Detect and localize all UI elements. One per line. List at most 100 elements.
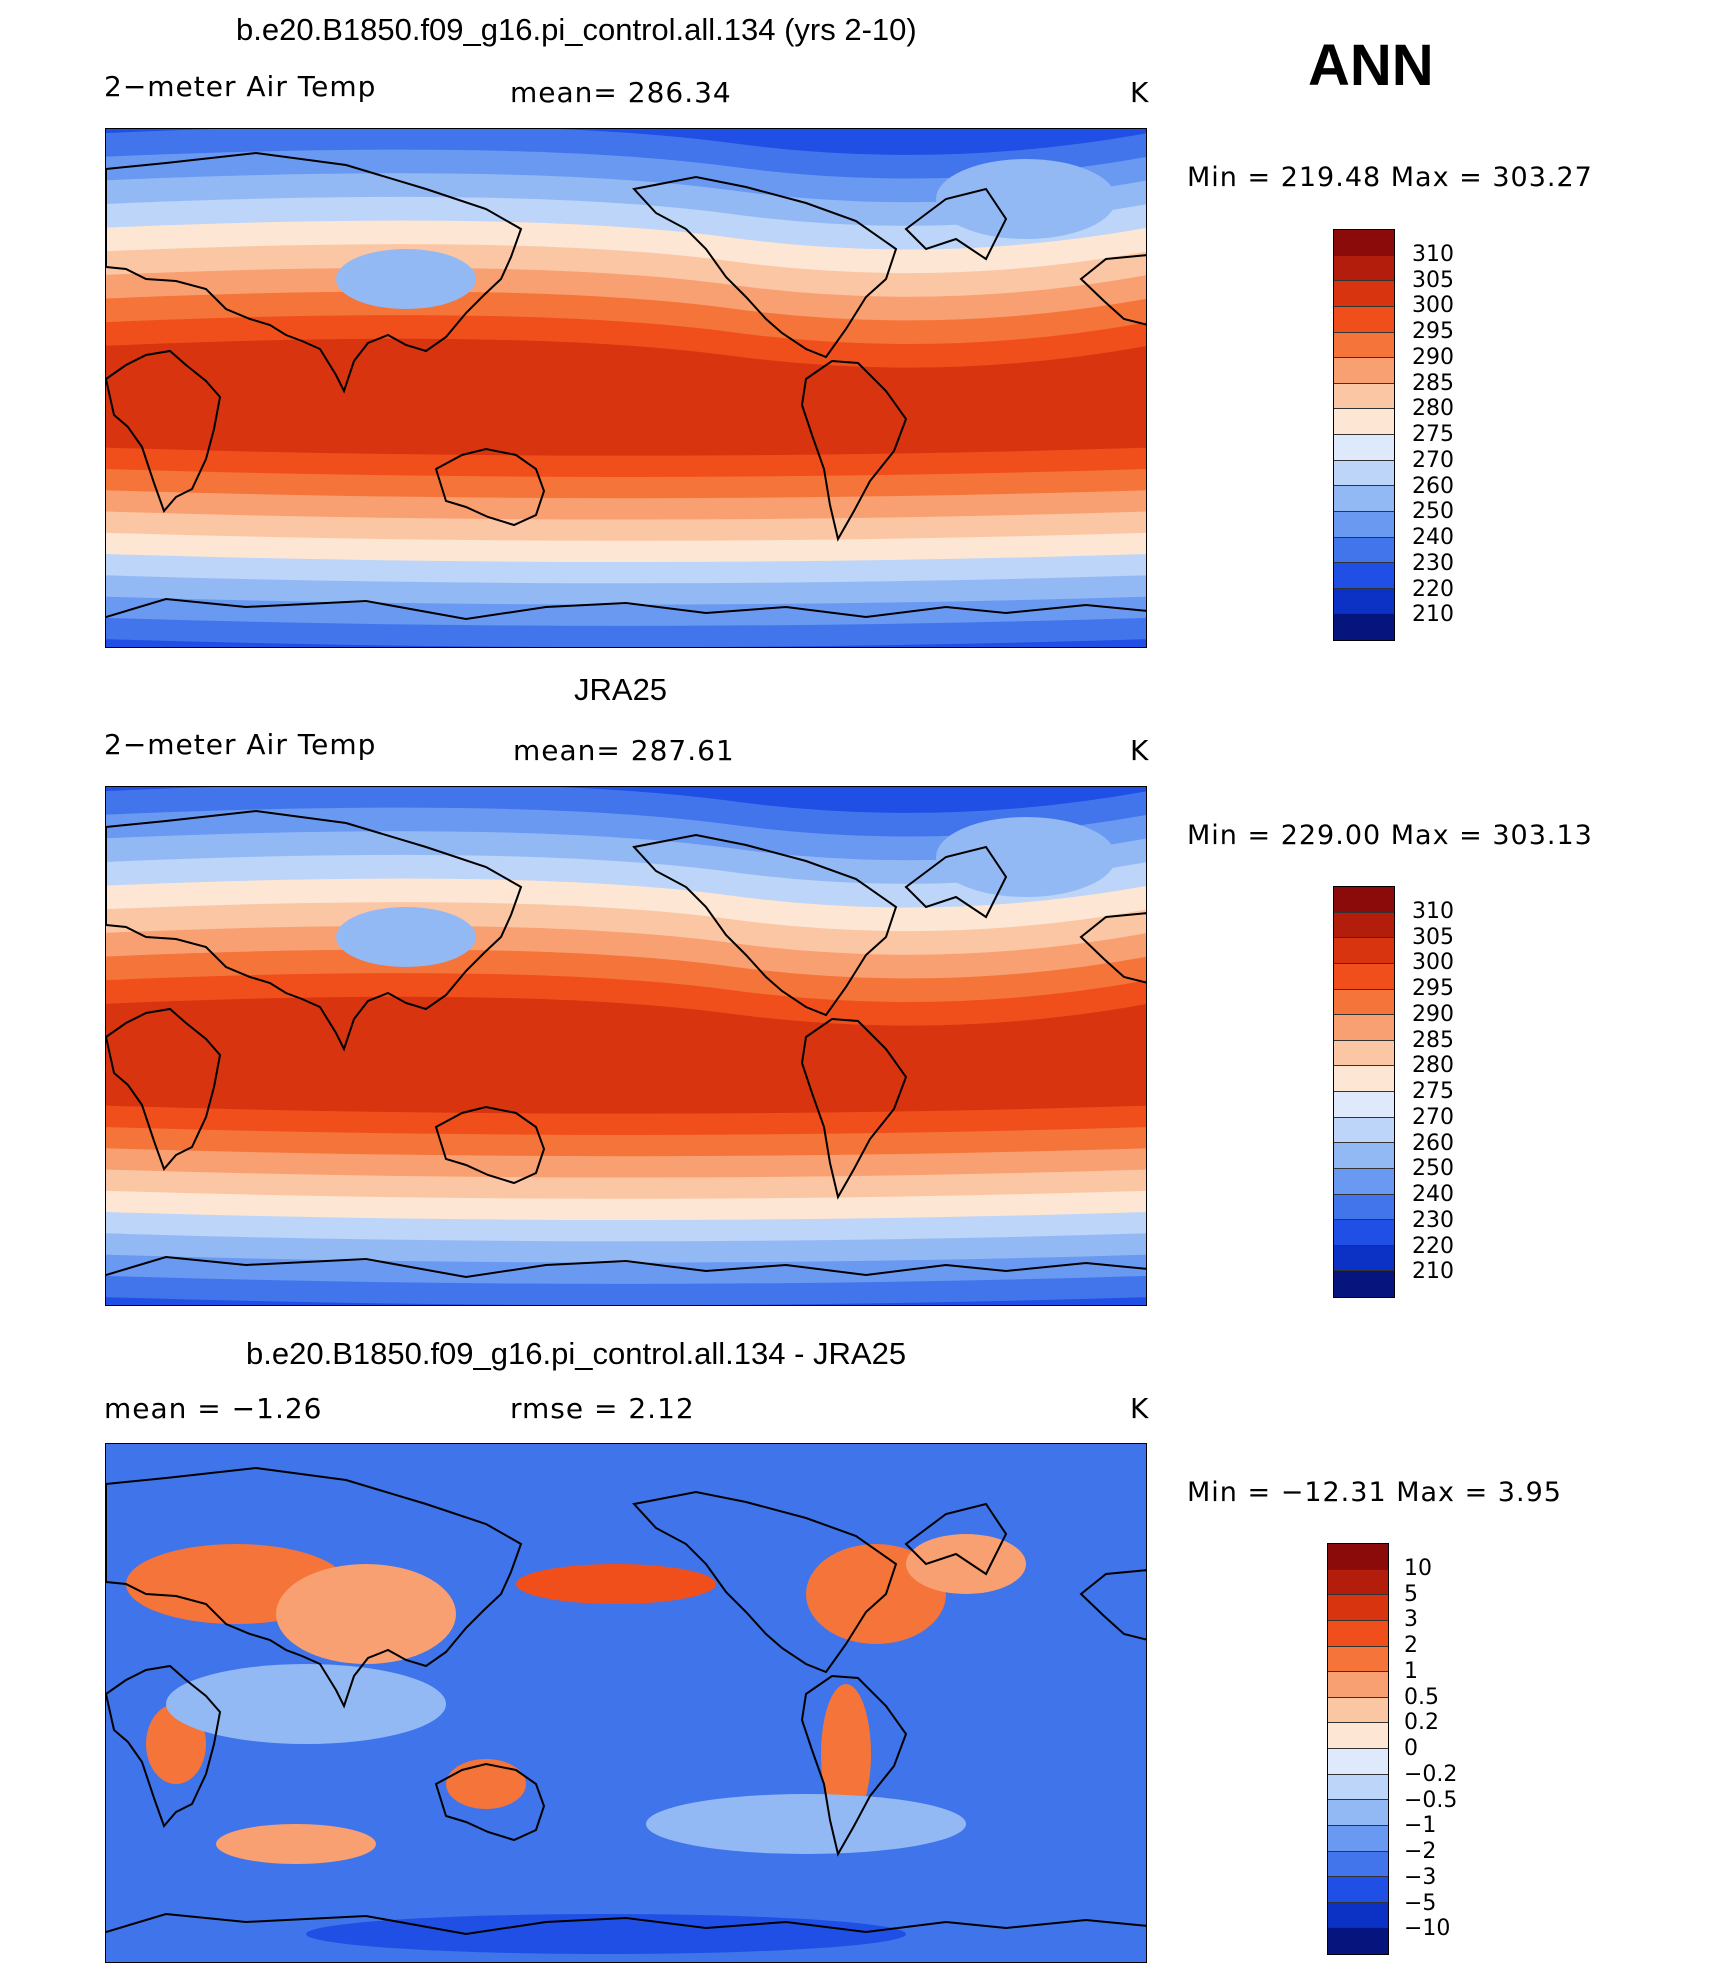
panel-3-map	[105, 1443, 1147, 1963]
difference-patch	[276, 1564, 456, 1664]
colorbar-label: 0	[1404, 1736, 1418, 1761]
colorbar-segment	[1328, 1544, 1388, 1570]
panel-1-minmax: Min = 219.48 Max = 303.27	[1187, 162, 1593, 193]
colorbar-segment	[1334, 255, 1394, 282]
colorbar-label: 220	[1412, 576, 1454, 602]
colorbar-segment	[1334, 537, 1394, 564]
difference-patch	[166, 1664, 446, 1744]
colorbar-label: 5	[1404, 1581, 1418, 1607]
coastline	[1079, 1569, 1146, 1641]
colorbar-label: 260	[1412, 1130, 1454, 1156]
colorbar-label: 270	[1412, 1104, 1454, 1130]
coastline	[1079, 254, 1146, 326]
colorbar-label: 1	[1404, 1658, 1418, 1684]
colorbar-label: 240	[1412, 1182, 1454, 1207]
colorbar-segment	[1328, 1825, 1388, 1852]
colorbar-label: 2	[1404, 1633, 1418, 1658]
colorbar-segment	[1334, 1143, 1394, 1169]
colorbar-segment	[1334, 1168, 1394, 1195]
panel-3-title: b.e20.B1850.f09_g16.pi_control.all.134 -…	[246, 1336, 907, 1371]
colorbar-segment	[1328, 1800, 1388, 1826]
coastline	[904, 845, 1008, 919]
colorbar-segment	[1328, 1774, 1388, 1801]
panel-2-minmax: Min = 229.00 Max = 303.13	[1187, 820, 1593, 851]
colorbar-label: −10	[1404, 1916, 1451, 1942]
colorbar-segment	[1334, 588, 1394, 615]
coastline	[106, 151, 523, 394]
coastline	[106, 1664, 222, 1828]
colorbar-label: 300	[1412, 950, 1454, 976]
colorbar-segment	[1334, 1040, 1394, 1067]
coastline	[106, 809, 523, 1052]
colorbar-segment	[1334, 887, 1394, 913]
colorbar-label: 10	[1404, 1555, 1432, 1581]
colorbar-label: 280	[1412, 396, 1454, 422]
temperature-band	[106, 996, 1146, 1114]
colorbar-label: 0.2	[1404, 1710, 1439, 1736]
colorbar-label: −0.2	[1404, 1761, 1458, 1787]
coastline	[434, 1762, 546, 1842]
colorbar-label: 250	[1412, 1156, 1454, 1182]
plateau-cold-area	[336, 249, 476, 309]
difference-patch	[906, 1534, 1026, 1594]
colorbar-segment	[1334, 1066, 1394, 1092]
difference-patch	[646, 1794, 966, 1854]
panel-2-mean: mean= 287.61	[513, 734, 735, 767]
colorbar-segment	[1328, 1569, 1388, 1596]
colorbar-segment	[1334, 1092, 1394, 1118]
colorbar-label: 285	[1412, 370, 1454, 396]
difference-patch	[446, 1759, 526, 1809]
plateau-cold-area	[336, 907, 476, 967]
panel-1-temperature-field	[106, 129, 1146, 647]
colorbar-segment	[1334, 460, 1394, 487]
colorbar-segment	[1334, 383, 1394, 410]
colorbar-label: −5	[1404, 1890, 1437, 1916]
colorbar-label: 250	[1412, 499, 1454, 525]
colorbar-segment	[1334, 1015, 1394, 1041]
coastline	[632, 1490, 898, 1674]
colorbar-segment	[1334, 963, 1394, 990]
colorbar-label: 275	[1412, 422, 1454, 447]
colorbar-segment	[1334, 989, 1394, 1016]
colorbar-segment	[1334, 563, 1394, 589]
colorbar-label: 285	[1412, 1027, 1454, 1053]
difference-patch	[516, 1564, 716, 1604]
colorbar-segment	[1334, 230, 1394, 256]
coastline	[106, 597, 1146, 621]
colorbar-label: 210	[1412, 602, 1454, 628]
panel-3-difference-field	[106, 1444, 1146, 1962]
colorbar-segment	[1334, 435, 1394, 461]
colorbar-segment	[1334, 486, 1394, 512]
coastline	[106, 349, 222, 513]
colorbar-label: 295	[1412, 319, 1454, 344]
panel-2-temperature-field	[106, 787, 1146, 1305]
colorbar-label: −0.5	[1404, 1787, 1458, 1813]
arctic-cold-area	[936, 159, 1116, 239]
colorbar-segment	[1334, 614, 1394, 640]
panel-2-variable: 2−meter Air Temp	[104, 728, 377, 761]
coastline	[800, 1674, 908, 1857]
panel-3-units: K	[1130, 1392, 1150, 1425]
colorbar-label: 305	[1412, 924, 1454, 950]
panel-3-rmse: rmse = 2.12	[510, 1392, 695, 1425]
colorbar-label: 260	[1412, 473, 1454, 499]
colorbar-segment	[1328, 1723, 1388, 1749]
panel-2-map	[105, 786, 1147, 1306]
coastline	[106, 1466, 523, 1709]
colorbar-label: 290	[1412, 1001, 1454, 1027]
panel-2-units: K	[1130, 734, 1150, 767]
colorbar-segment	[1334, 1271, 1394, 1297]
colorbar-segment	[1334, 912, 1394, 939]
panel-3-minmax: Min = −12.31 Max = 3.95	[1187, 1477, 1562, 1508]
colorbar-label: 275	[1412, 1079, 1454, 1104]
colorbar-label: −3	[1404, 1864, 1437, 1890]
colorbar-segment	[1334, 1194, 1394, 1221]
arctic-cold-area	[936, 817, 1116, 897]
season-label: ANN	[1308, 33, 1434, 98]
coastline	[800, 359, 908, 542]
coastline	[1079, 912, 1146, 984]
colorbar-segment	[1328, 1697, 1388, 1724]
coastline	[632, 175, 898, 359]
panel-3-colorbar	[1327, 1543, 1389, 1955]
colorbar-segment	[1328, 1902, 1388, 1929]
